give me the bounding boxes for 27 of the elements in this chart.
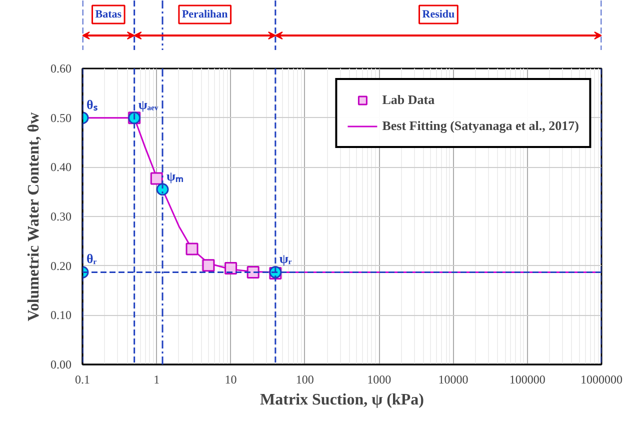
annotation: ψₐₑᵥ xyxy=(138,96,158,112)
y-tick-label: 0.50 xyxy=(50,110,72,125)
y-tick-label: 0.20 xyxy=(50,258,72,273)
annotation: ψₘ xyxy=(166,168,184,184)
legend-label: Best Fitting (Satyanaga et al., 2017) xyxy=(382,118,579,134)
x-tick-label: 10 xyxy=(224,372,237,386)
x-tick-label: 1000000 xyxy=(580,372,622,386)
y-axis-title: Volumetric Water Content, θw xyxy=(26,112,42,322)
y-tick-label: 0.00 xyxy=(50,358,72,372)
legend-label: Lab Data xyxy=(382,92,435,108)
annotation: θₛ xyxy=(86,96,98,112)
text: Batas xyxy=(95,8,122,20)
text: Residu xyxy=(422,8,455,20)
x-axis-title: Matrix Suction, ψ (kPa) xyxy=(260,392,424,408)
x-tick-label: 1000 xyxy=(367,372,392,386)
text: Peralihan xyxy=(182,8,228,20)
y-tick-label: 0.30 xyxy=(50,210,72,224)
y-tick-label: 0.60 xyxy=(50,62,72,76)
y-tick-label: 0.10 xyxy=(50,308,72,322)
x-tick-label: 1 xyxy=(154,372,160,386)
x-tick-label: 100000 xyxy=(509,372,546,386)
annotation: ψᵣ xyxy=(279,251,292,266)
annotation: θᵣ xyxy=(86,251,98,266)
y-tick-label: 0.40 xyxy=(50,160,72,174)
x-tick-label: 100 xyxy=(296,372,314,386)
x-tick-label: 10000 xyxy=(438,372,468,386)
x-tick-label: 0.1 xyxy=(75,372,90,386)
